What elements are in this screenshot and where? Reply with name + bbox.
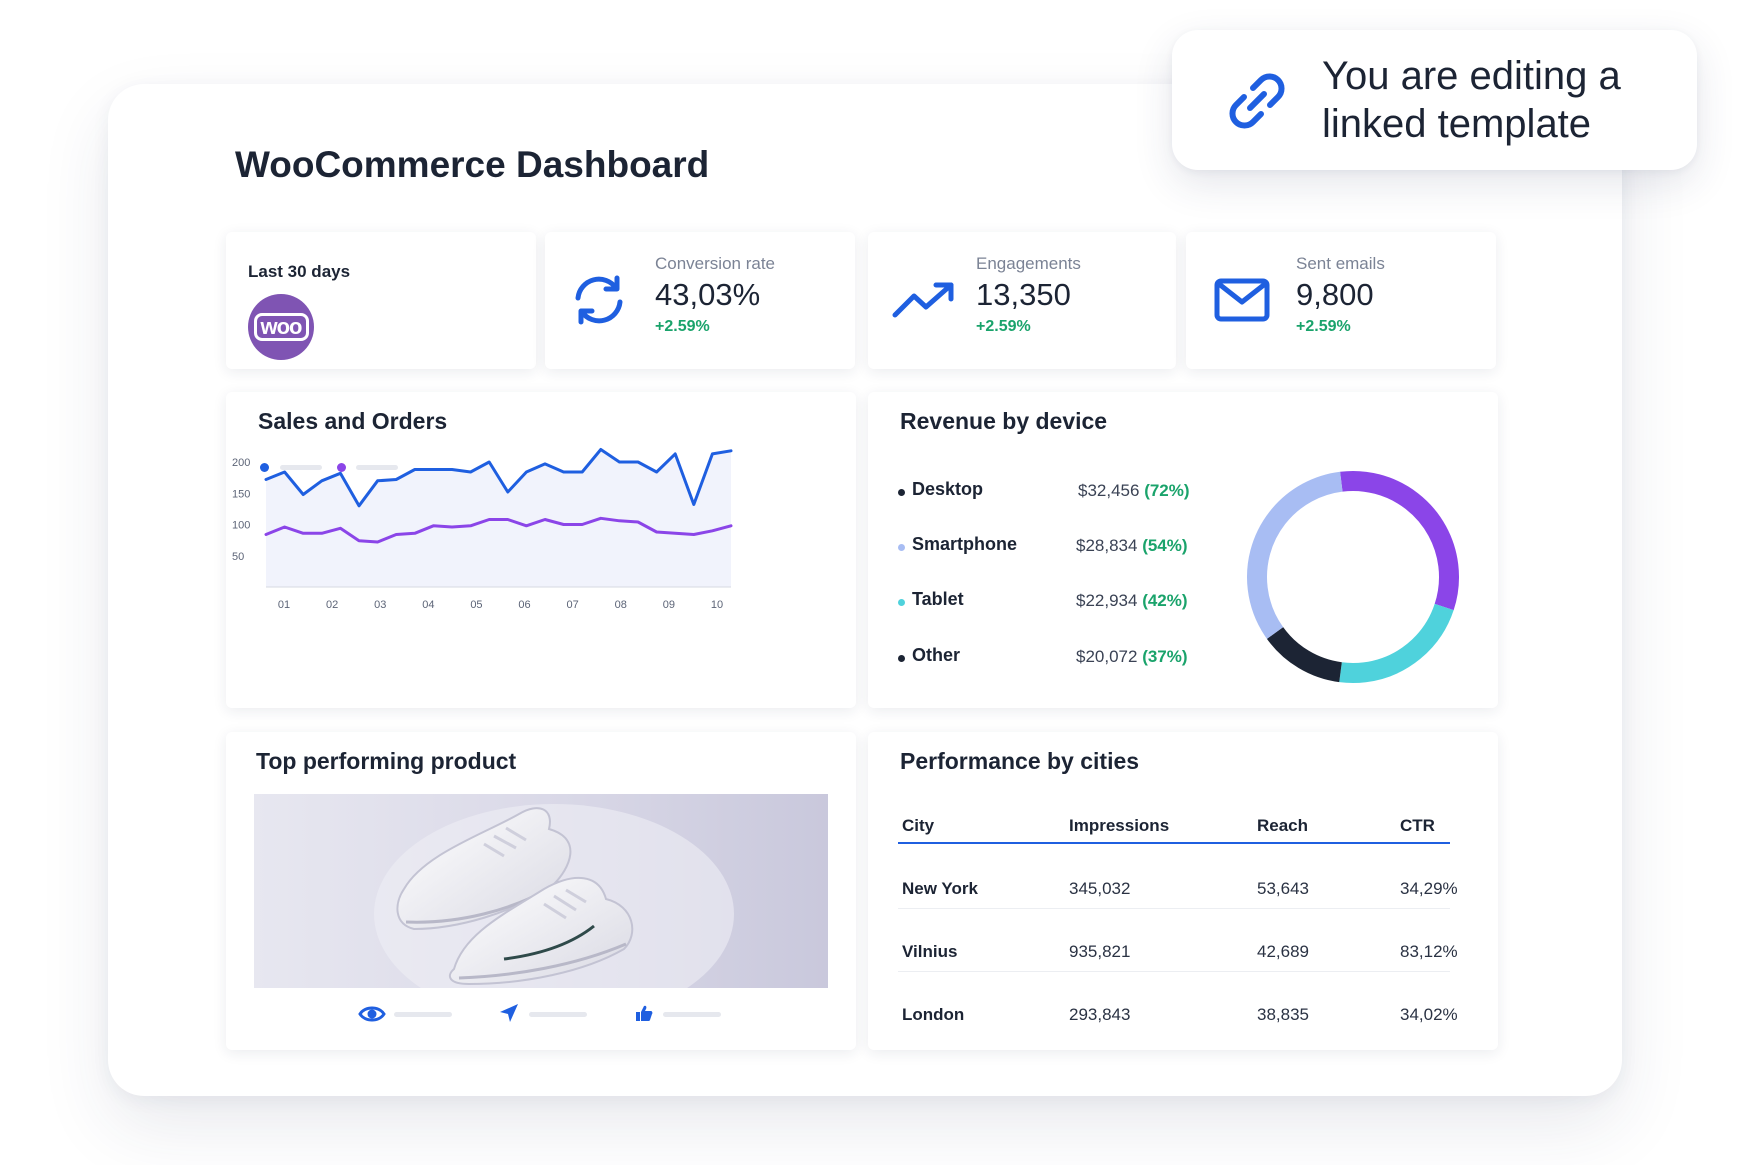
x-tick-label: 09 bbox=[663, 599, 675, 611]
cell-city: Vilnius bbox=[902, 942, 958, 961]
device-row-smartphone: Smartphone $28,834 (54%) bbox=[898, 532, 1228, 562]
device-dot bbox=[898, 544, 905, 551]
x-tick-label: 04 bbox=[422, 599, 434, 611]
kpi-card-sent-emails[interactable]: Sent emails 9,800 +2.59% bbox=[1186, 232, 1496, 369]
stat-value-placeholder bbox=[394, 1012, 452, 1017]
donut-slice-4 bbox=[1247, 471, 1459, 683]
y-tick-label: 50 bbox=[232, 551, 244, 563]
sneakers-image bbox=[254, 794, 828, 988]
eye-icon bbox=[358, 1006, 386, 1022]
kpi-value: 13,350 bbox=[976, 277, 1071, 312]
cell-city: London bbox=[902, 1005, 965, 1024]
column-header-reach[interactable]: Reach bbox=[1257, 816, 1309, 835]
x-tick-label: 07 bbox=[567, 599, 579, 611]
device-dot bbox=[898, 655, 905, 662]
column-header-impressions[interactable]: Impressions bbox=[1069, 816, 1170, 835]
x-tick-label: 01 bbox=[278, 599, 290, 611]
date-range-card[interactable]: Last 30 days woo bbox=[226, 232, 536, 369]
cell-ctr: 34,29% bbox=[1400, 879, 1458, 898]
device-row-desktop: Desktop $32,456 (72%) bbox=[898, 477, 1228, 507]
link-icon bbox=[1229, 73, 1285, 129]
card-title: Sales and Orders bbox=[258, 408, 448, 434]
y-tick-label: 200 bbox=[232, 457, 250, 469]
device-amount: $20,072 (37%) bbox=[1076, 647, 1188, 666]
refresh-icon bbox=[575, 275, 623, 325]
cell-reach: 42,689 bbox=[1257, 942, 1309, 961]
row-divider bbox=[898, 908, 1450, 909]
x-tick-label: 05 bbox=[470, 599, 482, 611]
kpi-value: 43,03% bbox=[655, 277, 761, 312]
device-legend: Desktop $32,456 (72%) Smartphone $28,834… bbox=[898, 477, 1238, 697]
kpi-label: Conversion rate bbox=[655, 254, 776, 273]
legend-dot-series-1 bbox=[260, 463, 269, 472]
series-line-2 bbox=[264, 516, 733, 544]
kpi-delta: +2.59% bbox=[655, 318, 710, 335]
send-icon bbox=[500, 1004, 518, 1022]
device-amount: $28,834 (54%) bbox=[1076, 536, 1188, 555]
series-line-1 bbox=[264, 448, 733, 508]
performance-by-cities-card[interactable]: Performance by cities City Impressions R… bbox=[868, 732, 1498, 1050]
trending-up-icon bbox=[892, 282, 954, 318]
cell-impressions: 293,843 bbox=[1069, 1005, 1131, 1024]
top-product-card[interactable]: Top performing product bbox=[226, 732, 856, 1050]
x-tick-label: 06 bbox=[518, 599, 530, 611]
sales-orders-card[interactable]: Sales and Orders 50 100 150 200 01 02 03 04 05 06… bbox=[226, 392, 856, 708]
sales-line-chart: 50 100 150 200 01 02 03 04 05 06 07 08 09 10 bbox=[232, 448, 733, 611]
y-tick-label: 150 bbox=[232, 488, 250, 500]
stat-value-placeholder bbox=[663, 1012, 721, 1017]
revenue-donut-chart bbox=[1247, 471, 1459, 683]
page-title: WooCommerce Dashboard bbox=[235, 144, 710, 185]
card-title: Performance by cities bbox=[900, 748, 1140, 774]
cell-reach: 38,835 bbox=[1257, 1005, 1309, 1024]
linked-template-callout[interactable]: You are editing a linked template bbox=[1172, 30, 1697, 170]
kpi-delta: +2.59% bbox=[976, 318, 1031, 335]
cell-ctr: 83,12% bbox=[1400, 942, 1458, 961]
device-dot bbox=[898, 599, 905, 606]
cell-city: New York bbox=[902, 879, 978, 898]
legend-dot-series-2 bbox=[337, 463, 346, 472]
header-underline bbox=[898, 842, 1450, 844]
column-header-ctr[interactable]: CTR bbox=[1400, 816, 1435, 835]
device-name: Smartphone bbox=[912, 534, 1018, 554]
legend-label-placeholder bbox=[280, 465, 322, 470]
device-name: Desktop bbox=[912, 479, 984, 499]
x-tick-label: 02 bbox=[326, 599, 338, 611]
woo-logo: woo bbox=[248, 294, 314, 360]
cell-impressions: 935,821 bbox=[1069, 942, 1131, 961]
kpi-label: Sent emails bbox=[1296, 254, 1385, 273]
device-dot bbox=[898, 489, 905, 496]
legend-label-placeholder bbox=[356, 465, 398, 470]
date-range-label: Last 30 days bbox=[248, 262, 351, 281]
device-amount: $32,456 (72%) bbox=[1078, 481, 1190, 500]
x-tick-label: 03 bbox=[374, 599, 386, 611]
callout-text: You are editing a linked template bbox=[1322, 54, 1621, 146]
device-amount: $22,934 (42%) bbox=[1076, 591, 1188, 610]
device-name: Other bbox=[912, 645, 961, 665]
cell-reach: 53,643 bbox=[1257, 879, 1309, 898]
stat-value-placeholder bbox=[529, 1012, 587, 1017]
row-divider bbox=[898, 971, 1450, 972]
thumbs-up-icon bbox=[636, 1005, 653, 1021]
card-title: Top performing product bbox=[256, 748, 517, 774]
cell-ctr: 34,02% bbox=[1400, 1005, 1458, 1024]
revenue-by-device-card[interactable]: Revenue by device Desktop $32,456 (72%) … bbox=[868, 392, 1498, 708]
card-title: Revenue by device bbox=[900, 408, 1108, 434]
kpi-label: Engagements bbox=[976, 254, 1081, 273]
donut-slice-2 bbox=[1247, 471, 1459, 683]
column-header-city[interactable]: City bbox=[902, 816, 935, 835]
device-name: Tablet bbox=[912, 589, 964, 609]
kpi-delta: +2.59% bbox=[1296, 318, 1351, 335]
kpi-card-conversion-rate[interactable]: Conversion rate 43,03% +2.59% bbox=[545, 232, 855, 369]
y-tick-label: 100 bbox=[232, 520, 250, 532]
cell-impressions: 345,032 bbox=[1069, 879, 1131, 898]
x-tick-label: 08 bbox=[615, 599, 627, 611]
kpi-value: 9,800 bbox=[1296, 277, 1374, 312]
device-row-tablet: Tablet $22,934 (42%) bbox=[898, 587, 1228, 617]
device-row-other: Other $20,072 (37%) bbox=[898, 643, 1228, 673]
mail-icon bbox=[1214, 278, 1270, 322]
kpi-card-engagements[interactable]: Engagements 13,350 +2.59% bbox=[868, 232, 1176, 369]
x-tick-label: 10 bbox=[711, 599, 723, 611]
